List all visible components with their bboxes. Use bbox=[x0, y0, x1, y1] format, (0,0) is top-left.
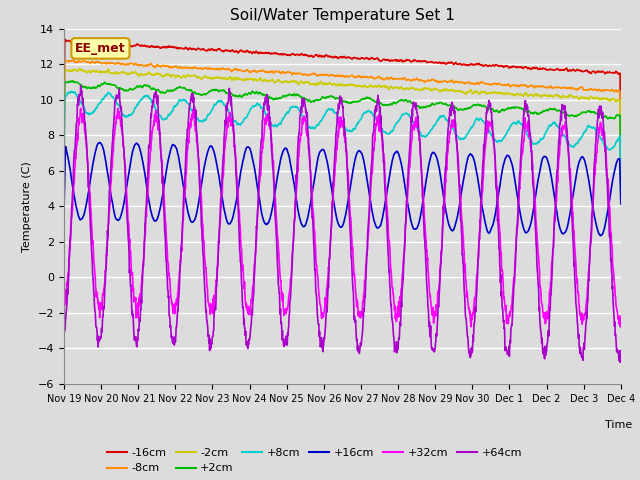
-8cm bbox=[308, 72, 316, 77]
-16cm bbox=[60, 132, 68, 138]
+64cm bbox=[126, 275, 134, 281]
-16cm bbox=[617, 153, 625, 158]
+16cm bbox=[378, 220, 385, 226]
-2cm bbox=[104, 68, 111, 73]
-8cm bbox=[297, 71, 305, 76]
X-axis label: Time: Time bbox=[605, 420, 632, 430]
+32cm bbox=[126, 236, 134, 242]
+32cm bbox=[60, 298, 68, 304]
+2cm bbox=[60, 157, 68, 163]
-2cm bbox=[378, 84, 385, 90]
+16cm bbox=[597, 233, 605, 239]
Text: EE_met: EE_met bbox=[75, 42, 126, 55]
+32cm bbox=[308, 192, 316, 197]
+16cm bbox=[318, 147, 326, 153]
+2cm bbox=[308, 98, 316, 104]
-8cm bbox=[617, 163, 625, 169]
+8cm bbox=[378, 126, 385, 132]
+2cm bbox=[126, 85, 134, 91]
Line: -2cm: -2cm bbox=[64, 69, 621, 171]
-2cm bbox=[617, 168, 625, 174]
+8cm bbox=[318, 117, 326, 122]
+8cm bbox=[126, 112, 134, 118]
+64cm bbox=[617, 348, 625, 353]
-2cm bbox=[60, 149, 68, 155]
+2cm bbox=[104, 81, 111, 87]
-8cm bbox=[60, 144, 68, 150]
+2cm bbox=[617, 177, 625, 182]
+8cm bbox=[308, 125, 316, 131]
-2cm bbox=[297, 78, 305, 84]
Line: -16cm: -16cm bbox=[64, 39, 621, 156]
+64cm bbox=[308, 215, 316, 220]
-8cm bbox=[378, 75, 385, 81]
+16cm bbox=[617, 201, 625, 206]
+16cm bbox=[104, 169, 111, 175]
-16cm bbox=[378, 58, 385, 64]
-8cm bbox=[126, 61, 134, 67]
-2cm bbox=[318, 81, 326, 86]
-8cm bbox=[70, 57, 77, 63]
-16cm bbox=[126, 43, 134, 48]
+2cm bbox=[378, 101, 385, 107]
+2cm bbox=[318, 94, 326, 100]
+8cm bbox=[67, 88, 75, 94]
+64cm bbox=[318, 338, 326, 344]
Line: +8cm: +8cm bbox=[64, 91, 621, 192]
-16cm bbox=[318, 54, 326, 60]
+64cm bbox=[378, 125, 385, 131]
-2cm bbox=[76, 66, 83, 72]
+32cm bbox=[103, 247, 111, 252]
+32cm bbox=[617, 313, 625, 319]
+8cm bbox=[104, 91, 111, 96]
-2cm bbox=[308, 81, 316, 87]
Line: +32cm: +32cm bbox=[64, 108, 621, 327]
+16cm bbox=[308, 191, 316, 196]
+16cm bbox=[297, 218, 305, 224]
Line: +64cm: +64cm bbox=[64, 85, 621, 362]
+32cm bbox=[318, 310, 326, 316]
+16cm bbox=[60, 207, 68, 213]
+32cm bbox=[297, 131, 305, 137]
Line: -8cm: -8cm bbox=[64, 60, 621, 166]
-8cm bbox=[104, 60, 111, 65]
+2cm bbox=[297, 94, 305, 99]
+64cm bbox=[77, 83, 84, 88]
-8cm bbox=[318, 72, 326, 78]
+64cm bbox=[297, 109, 305, 115]
-2cm bbox=[126, 71, 134, 77]
+32cm bbox=[190, 105, 198, 111]
+32cm bbox=[616, 324, 624, 330]
+2cm bbox=[69, 78, 77, 84]
-16cm bbox=[104, 40, 111, 46]
-16cm bbox=[308, 53, 316, 59]
Line: +2cm: +2cm bbox=[64, 81, 621, 180]
+8cm bbox=[617, 190, 625, 195]
Title: Soil/Water Temperature Set 1: Soil/Water Temperature Set 1 bbox=[230, 9, 455, 24]
+64cm bbox=[104, 228, 111, 234]
+64cm bbox=[60, 327, 68, 333]
+64cm bbox=[616, 360, 624, 365]
+32cm bbox=[378, 130, 385, 135]
+16cm bbox=[126, 162, 134, 168]
Legend: -16cm, -8cm, -2cm, +2cm, +8cm, +16cm, +32cm, +64cm: -16cm, -8cm, -2cm, +2cm, +8cm, +16cm, +3… bbox=[103, 444, 526, 478]
+16cm bbox=[95, 140, 103, 145]
+8cm bbox=[60, 167, 68, 172]
Y-axis label: Temperature (C): Temperature (C) bbox=[22, 161, 32, 252]
-16cm bbox=[297, 51, 305, 57]
+8cm bbox=[297, 109, 305, 115]
Line: +16cm: +16cm bbox=[64, 143, 621, 236]
-16cm bbox=[61, 36, 68, 42]
